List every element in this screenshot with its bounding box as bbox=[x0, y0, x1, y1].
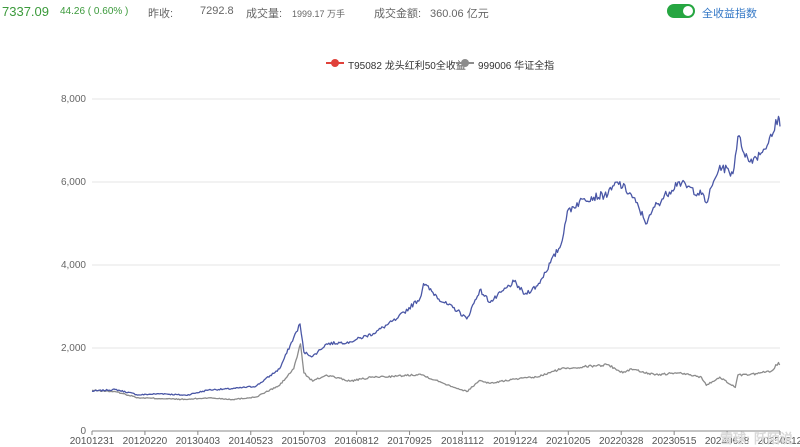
legend-label: T95082 龙头红利50全收益 bbox=[348, 61, 466, 72]
x-tick-label: 20220328 bbox=[599, 436, 644, 447]
x-tick-label: 20210205 bbox=[546, 436, 591, 447]
y-tick-label: 0 bbox=[80, 426, 86, 437]
index-price: 7337.09 bbox=[2, 4, 49, 19]
series-line-total-return bbox=[91, 115, 781, 397]
x-tick-label: 20170925 bbox=[387, 436, 432, 447]
prev-close-value: 7292.8 bbox=[200, 5, 234, 17]
x-tick-label: 20130403 bbox=[176, 436, 221, 447]
x-tick-label: 20240628 bbox=[705, 436, 750, 447]
x-tick-label: 20140523 bbox=[229, 436, 274, 447]
legend-label: 999006 华证全指 bbox=[478, 61, 555, 72]
x-tick-label: 20120220 bbox=[123, 436, 168, 447]
x-tick-label: 20181112 bbox=[441, 436, 484, 447]
legend-dot-icon bbox=[331, 59, 339, 67]
x-tick-label: 20250812 bbox=[758, 436, 800, 447]
y-tick-label: 2,000 bbox=[61, 343, 86, 354]
prev-close-label: 昨收: bbox=[148, 8, 174, 20]
total-return-toggle[interactable] bbox=[667, 4, 695, 18]
volume-value: 1999.17 万手 bbox=[292, 9, 346, 19]
y-tick-label: 8,000 bbox=[61, 94, 86, 105]
x-tick-label: 20191224 bbox=[493, 436, 538, 447]
watermark-text: 雪球: 阡陌说 bbox=[720, 431, 793, 446]
y-tick-label: 4,000 bbox=[61, 260, 86, 271]
legend-dot-icon bbox=[461, 59, 469, 67]
volume-label: 成交量: bbox=[246, 8, 283, 20]
y-tick-label: 6,000 bbox=[61, 177, 86, 188]
x-tick-label: 20150703 bbox=[281, 436, 326, 447]
turnover-value: 360.06 亿元 bbox=[430, 8, 489, 20]
quote-header: 7337.09 44.26 ( 0.60% ) 昨收: 7292.8 成交量: … bbox=[0, 0, 800, 24]
x-tick-label: 20101231 bbox=[70, 436, 115, 447]
x-tick-label: 20160812 bbox=[334, 436, 379, 447]
turnover-label: 成交金额: bbox=[374, 8, 422, 20]
x-tick-label: 20230515 bbox=[652, 436, 697, 447]
series-line-benchmark bbox=[91, 343, 781, 401]
index-change: 44.26 ( 0.60% ) bbox=[60, 6, 129, 17]
total-return-toggle-label[interactable]: 全收益指数 bbox=[702, 8, 757, 20]
toggle-knob bbox=[683, 6, 693, 16]
